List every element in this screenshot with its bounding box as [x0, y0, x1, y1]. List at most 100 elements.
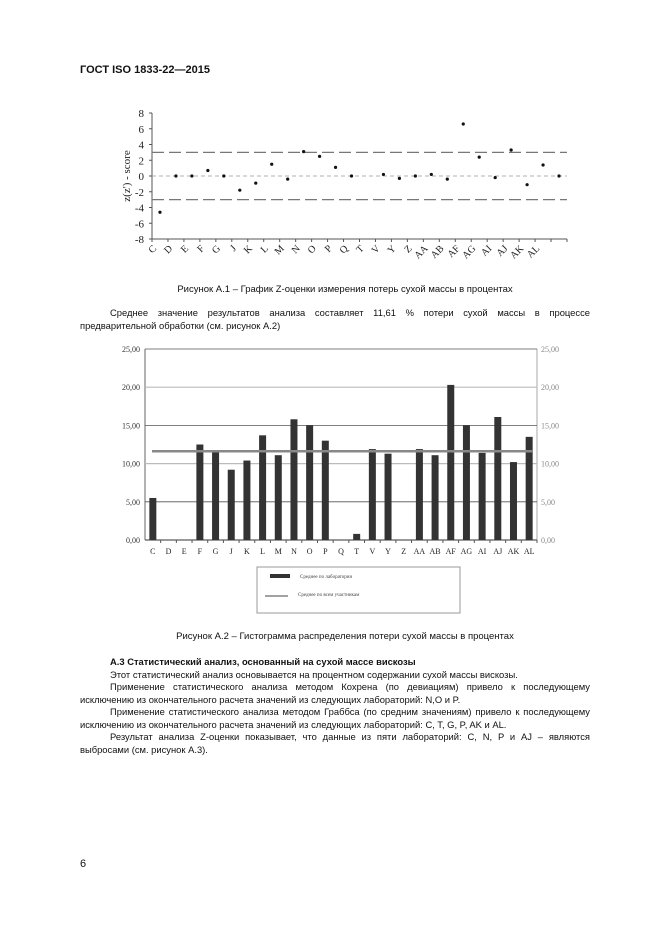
x-tick-label: AB	[430, 547, 441, 556]
bar	[478, 452, 486, 540]
x-tick-label: Q	[338, 243, 351, 256]
data-point	[158, 210, 162, 214]
page-number: 6	[80, 858, 87, 870]
data-point	[317, 154, 322, 158]
figure2-caption: Рисунок А.2 – Гистограмма распределения …	[176, 631, 514, 642]
bar	[274, 455, 282, 540]
x-tick-label: AA	[412, 243, 431, 262]
y-tick-label: -2	[135, 187, 144, 199]
bar	[353, 533, 361, 540]
bar	[290, 419, 298, 540]
x-tick-label: T	[354, 547, 359, 556]
data-point	[381, 172, 386, 177]
x-tick-label: AK	[508, 243, 527, 262]
bar	[306, 425, 314, 540]
data-point	[286, 177, 290, 181]
y-tick-label: 6	[139, 124, 145, 136]
x-tick-label: AF	[446, 547, 457, 556]
y-tick-label: 4	[139, 140, 145, 152]
data-point	[206, 168, 210, 173]
data-point	[413, 174, 417, 178]
legend-label-bar: Среднее по лаборатории	[300, 575, 352, 580]
x-tick-label: E	[179, 243, 191, 255]
paragraph-mean-text: Среднее значение результатов анализа сос…	[80, 307, 590, 331]
x-tick-label: E	[182, 547, 187, 556]
data-point	[238, 188, 242, 192]
data-point	[525, 183, 529, 187]
data-point	[509, 148, 513, 152]
x-tick-label: AK	[508, 547, 520, 556]
section-paragraph: Применение статистического анализа метод…	[80, 706, 590, 730]
x-tick-label: T	[355, 243, 367, 255]
x-tick-label: N	[291, 547, 297, 556]
data-point	[493, 175, 497, 180]
bar	[368, 449, 376, 540]
x-tick-label: AI	[478, 547, 487, 556]
section-paragraph: Применение статистического анализа метод…	[80, 681, 590, 705]
y-tick-label-right: 10,00	[541, 460, 559, 469]
x-tick-label: AJ	[495, 243, 511, 259]
y-tick-label: -4	[135, 203, 145, 215]
bar	[447, 384, 455, 540]
x-tick-label: C	[150, 547, 155, 556]
bar	[243, 460, 251, 540]
y-axis-label: z(z') - score	[121, 150, 133, 202]
x-tick-label: Y	[386, 243, 399, 256]
bar	[462, 425, 470, 540]
x-tick-label: J	[228, 243, 239, 254]
data-point	[222, 174, 226, 178]
legend-box	[256, 566, 461, 614]
x-tick-label: J	[230, 547, 233, 556]
legend-label-line: Среднее по всем участникам	[298, 593, 360, 598]
y-tick-label-right: 20,00	[541, 383, 559, 392]
x-tick-label: AG	[461, 547, 473, 556]
x-tick-label: Q	[338, 547, 344, 556]
document-header: ГОСТ ISO 1833-22—2015	[80, 64, 210, 76]
x-tick-label: AA	[414, 547, 426, 556]
x-tick-label: AB	[429, 243, 447, 261]
bar	[431, 455, 439, 540]
paragraph-mean: Среднее значение результатов анализа сос…	[80, 307, 590, 332]
x-tick-label: M	[275, 547, 282, 556]
data-point	[270, 162, 274, 166]
y-tick-label-left: 5,00	[126, 498, 140, 507]
data-point	[333, 165, 338, 169]
data-point	[477, 155, 481, 159]
x-tick-label: AG	[460, 243, 478, 261]
bar	[509, 462, 517, 540]
x-tick-label: P	[323, 547, 328, 556]
x-tick-label: F	[195, 243, 207, 255]
y-tick-label: -6	[135, 218, 145, 230]
z-score-chart: 8 6 4 2 0 -2 -4 -6 -8 z(z') - score C D E F G J K L M N O P Q T…	[121, 108, 568, 262]
histogram-chart: 0,00 0,00 5,00 5,00 10,00 10,00 15,00 15,00 20,0…	[122, 345, 559, 614]
bar	[525, 436, 533, 540]
bar	[259, 435, 267, 540]
bar	[212, 451, 220, 540]
x-tick-label: K	[244, 547, 250, 556]
x-tick-label: K	[242, 243, 255, 256]
x-tick-label: O	[306, 243, 319, 256]
data-point	[397, 176, 402, 180]
x-tick-label: G	[213, 547, 219, 556]
y-tick-label-right: 25,00	[541, 345, 559, 354]
y-tick-label-left: 20,00	[122, 383, 140, 392]
x-tick-label: V	[370, 243, 383, 256]
x-tick-label: N	[290, 243, 303, 256]
y-tick-label-left: 25,00	[122, 345, 140, 354]
x-tick-label: C	[147, 243, 160, 256]
bar	[149, 497, 157, 540]
x-tick-label: F	[198, 547, 203, 556]
x-tick-label: AJ	[493, 547, 502, 556]
x-tick-label: AL	[524, 547, 535, 556]
y-tick-label-left: 15,00	[122, 421, 140, 430]
data-point	[349, 174, 354, 178]
x-tick-label: AI	[479, 243, 494, 258]
y-tick-label-right: 15,00	[541, 421, 559, 430]
data-point	[445, 177, 449, 181]
x-tick-label: M	[273, 243, 287, 257]
x-tick-label: AL	[525, 243, 542, 260]
bar	[227, 469, 235, 540]
x-tick-label: L	[260, 547, 265, 556]
x-tick-label: V	[369, 547, 375, 556]
legend-swatch-bar	[270, 574, 290, 578]
